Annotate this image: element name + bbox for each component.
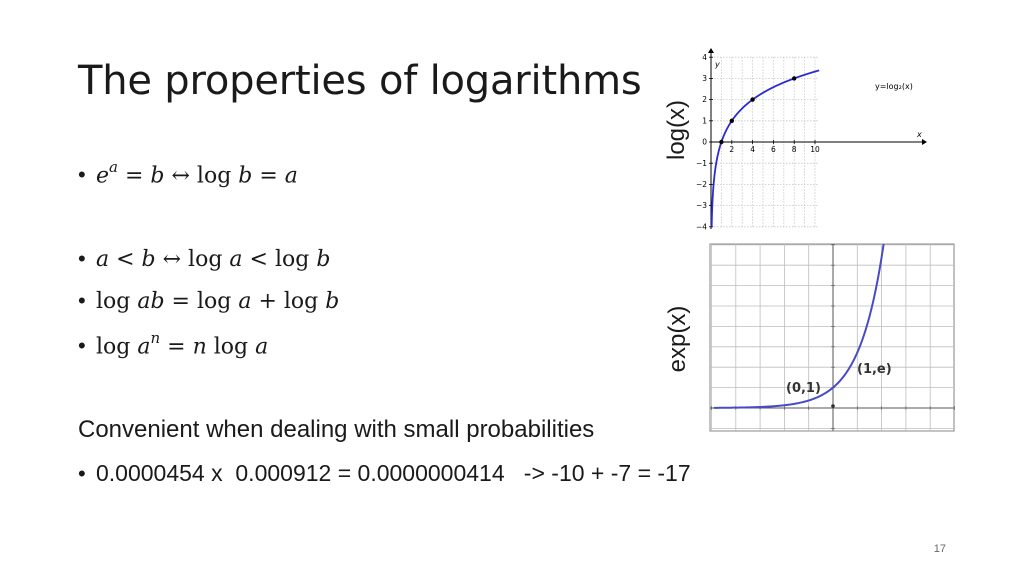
bullet-monotonic: • a < b ↔ log a < log b bbox=[78, 246, 331, 272]
formula-part: b bbox=[316, 247, 331, 272]
formula-part: b bbox=[238, 163, 253, 189]
bullet-product-rule: • log ab = log a + log b bbox=[78, 288, 340, 314]
y-tick-label: 3 bbox=[702, 74, 707, 83]
log-point bbox=[729, 118, 734, 124]
exp-plot: (0,1) (1,e) bbox=[709, 243, 955, 432]
y-axis-arrow-icon bbox=[708, 48, 714, 53]
x-tick-label: 10 bbox=[810, 145, 820, 154]
exp-plot-frame bbox=[709, 243, 955, 432]
curve-label: y=log₂(x) bbox=[875, 82, 913, 91]
y-tick-label: −2 bbox=[696, 180, 707, 189]
formula: log ab = log a + log b bbox=[96, 289, 339, 314]
formula-part: a bbox=[96, 247, 110, 272]
bullet-power-rule: • log an = n log a bbox=[78, 329, 269, 360]
formula-part: = bbox=[117, 163, 151, 189]
log-plot-label: log(x) bbox=[663, 100, 690, 161]
x-tick-label: 4 bbox=[750, 145, 755, 154]
x-tick-label: 2 bbox=[729, 145, 734, 154]
y-tick-label: 1 bbox=[702, 116, 707, 125]
convenient-text: Convenient when dealing with small proba… bbox=[78, 416, 595, 443]
example-text: 0.0000454 x 0.000912 = 0.0000000414 -> -… bbox=[96, 460, 691, 486]
y-axis-label: y bbox=[714, 60, 720, 69]
exp-plot-label: exp(x) bbox=[664, 305, 691, 373]
x-axis-label: x bbox=[916, 130, 922, 139]
label-one-e: (1,e) bbox=[857, 362, 892, 377]
formula-part: = log bbox=[164, 289, 239, 314]
slide-title: The properties of logarithms bbox=[78, 58, 642, 104]
y-tick-label: 2 bbox=[702, 95, 707, 104]
formula: ea = b ↔ log b = a bbox=[96, 158, 298, 189]
formula-part: = bbox=[252, 163, 285, 189]
formula-part: log bbox=[96, 289, 138, 314]
x-tick-label: 8 bbox=[792, 145, 797, 154]
x-tick-label: 6 bbox=[771, 145, 776, 154]
formula-part: a bbox=[284, 163, 298, 189]
formula-part: ↔ log bbox=[155, 247, 230, 272]
log-point bbox=[750, 97, 755, 102]
bullet-example: • 0.0000454 x 0.000912 = 0.0000000414 ->… bbox=[78, 460, 691, 486]
formula-part: ab bbox=[137, 289, 165, 314]
label-origin: (0,1) bbox=[786, 381, 821, 396]
x-axis-arrow-icon bbox=[922, 139, 927, 145]
formula-part: ↔ log bbox=[164, 163, 239, 189]
formula-part: a bbox=[229, 247, 243, 272]
formula-part: b bbox=[325, 289, 340, 314]
page-number: 17 bbox=[933, 543, 946, 555]
formula: log an = n log a bbox=[96, 329, 269, 360]
formula-part: < log bbox=[242, 247, 317, 272]
formula-part: log bbox=[96, 334, 138, 360]
formula-part: a bbox=[255, 334, 269, 360]
formula-part: e bbox=[96, 163, 110, 189]
formula-part: b bbox=[150, 163, 165, 189]
log-point bbox=[719, 139, 724, 145]
formula-part: n bbox=[150, 329, 161, 347]
formula-part: a bbox=[109, 158, 118, 176]
formula-part: = bbox=[160, 334, 193, 360]
bullet-exp-log-equivalence: • ea = b ↔ log b = a bbox=[78, 158, 298, 189]
formula-part: + log bbox=[251, 289, 326, 314]
log-curve bbox=[710, 69, 820, 227]
y-tick-label: −4 bbox=[696, 222, 707, 231]
point-origin bbox=[831, 404, 835, 408]
y-tick-label: 0 bbox=[702, 138, 707, 147]
log-point bbox=[792, 76, 797, 81]
y-tick-label: 4 bbox=[702, 53, 707, 62]
formula-part: < bbox=[109, 247, 142, 272]
formula: a < b ↔ log a < log b bbox=[96, 247, 330, 272]
y-tick-label: −3 bbox=[696, 201, 707, 210]
y-tick-label: −1 bbox=[696, 159, 707, 168]
formula-part: n bbox=[192, 334, 207, 360]
exp-curve bbox=[713, 243, 885, 409]
formula-part: b bbox=[141, 247, 156, 272]
formula-part: log bbox=[206, 334, 256, 360]
formula-part: a bbox=[238, 289, 252, 314]
formula-part: a bbox=[137, 334, 151, 360]
